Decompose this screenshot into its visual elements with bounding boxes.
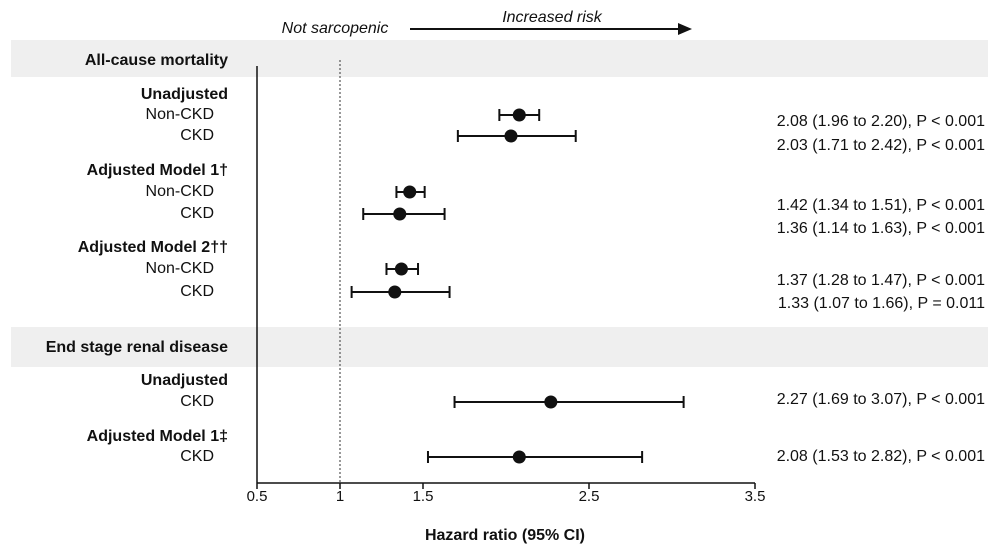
row-label: CKD (180, 127, 214, 144)
section-band-1 (11, 327, 988, 367)
annotation-increased-risk: Increased risk (502, 9, 603, 26)
hr-value-text: 1.36 (1.14 to 1.63), P < 0.001 (777, 220, 985, 237)
row-label: CKD (180, 448, 214, 465)
group-label: Unadjusted (141, 86, 228, 103)
x-tick-label: 2.5 (579, 488, 600, 505)
row-label: CKD (180, 283, 214, 300)
hr-point (393, 207, 407, 221)
hr-point (544, 395, 558, 409)
x-axis-label: Hazard ratio (95% CI) (425, 527, 585, 544)
hr-value-text: 1.33 (1.07 to 1.66), P = 0.011 (778, 295, 985, 312)
row-label: CKD (180, 393, 214, 410)
section-title: All-cause mortality (85, 52, 228, 69)
row-label: Non-CKD (146, 260, 214, 277)
hr-value-text: 2.27 (1.69 to 3.07), P < 0.001 (777, 391, 985, 408)
hr-point (512, 108, 526, 122)
section-band-0 (11, 40, 988, 77)
hr-value-text: 1.37 (1.28 to 1.47), P < 0.001 (777, 272, 985, 289)
group-label: Adjusted Model 1‡ (87, 428, 228, 445)
hr-point (394, 262, 408, 276)
x-tick-label: 1 (336, 488, 344, 505)
hr-value-text: 2.08 (1.96 to 2.20), P < 0.001 (777, 113, 985, 130)
x-tick-label: 3.5 (745, 488, 766, 505)
hr-point (512, 450, 526, 464)
group-label: Adjusted Model 2†† (78, 239, 228, 256)
hr-value-text: 2.03 (1.71 to 2.42), P < 0.001 (777, 137, 985, 154)
x-tick-label: 0.5 (247, 488, 268, 505)
row-label: CKD (180, 205, 214, 222)
hr-point (403, 185, 417, 199)
row-label: Non-CKD (146, 183, 214, 200)
section-title: End stage renal disease (46, 339, 228, 356)
row-label: Non-CKD (146, 106, 214, 123)
annotation-not-sarcopenic: Not sarcopenic (282, 20, 389, 37)
hr-point (388, 285, 402, 299)
group-label: Unadjusted (141, 372, 228, 389)
hr-point (504, 129, 518, 143)
risk-arrow-icon (678, 23, 692, 35)
hr-value-text: 2.08 (1.53 to 2.82), P < 0.001 (777, 448, 985, 465)
hr-value-text: 1.42 (1.34 to 1.51), P < 0.001 (777, 197, 985, 214)
x-tick-label: 1.5 (413, 488, 434, 505)
group-label: Adjusted Model 1† (87, 162, 228, 179)
